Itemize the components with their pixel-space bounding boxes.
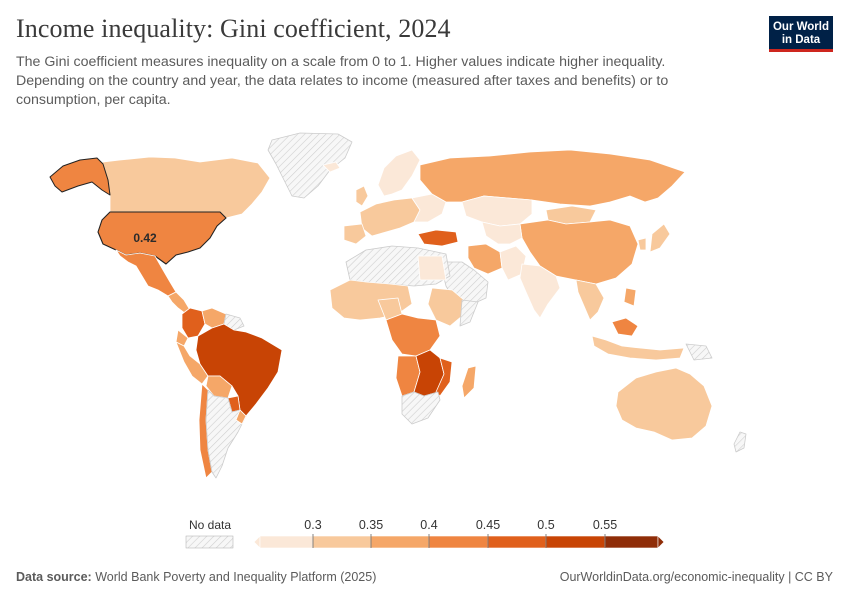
country-egypt[interactable]	[417, 255, 447, 281]
country-argentina[interactable]	[205, 389, 247, 479]
legend-tick-label: 0.55	[593, 518, 617, 532]
country-iberia[interactable]	[343, 223, 367, 245]
legend-no-data-label: No data	[189, 518, 231, 532]
country-united-kingdom[interactable]	[355, 185, 369, 207]
country-iran[interactable]	[467, 243, 503, 275]
country-madagascar[interactable]	[461, 365, 477, 399]
country-canada[interactable]	[94, 156, 271, 219]
data-source: Data source: World Bank Poverty and Ineq…	[16, 570, 376, 584]
legend-bin-5	[545, 535, 606, 549]
data-source-label: Data source:	[16, 570, 92, 584]
country-south-africa[interactable]	[401, 391, 441, 425]
chart-subtitle: The Gini coefficient measures inequality…	[16, 54, 669, 108]
country-papua-new-guinea[interactable]	[685, 343, 713, 361]
country-alaska[interactable]	[49, 157, 111, 196]
country-india[interactable]	[519, 263, 561, 319]
region-southeast-asia[interactable]	[575, 279, 605, 321]
country-russia[interactable]	[419, 149, 686, 207]
region-east-africa[interactable]	[427, 287, 465, 327]
legend-bin-3	[428, 535, 489, 549]
legend-bin-1	[312, 535, 372, 549]
country-greenland[interactable]	[267, 132, 353, 199]
country-turkey[interactable]	[417, 229, 459, 247]
country-uruguay[interactable]	[235, 409, 247, 425]
country-australia[interactable]	[615, 367, 713, 441]
region-central-asia[interactable]	[481, 221, 523, 245]
logo-line-2: in Data	[781, 34, 821, 46]
legend-bin-arrow-high	[657, 535, 665, 549]
legend-tick-label: 0.4	[420, 518, 437, 532]
country-colombia[interactable]	[181, 307, 206, 339]
region-guianas[interactable]	[223, 313, 245, 331]
legend-tick-label: 0.3	[304, 518, 321, 532]
legend-bin-arrow-low	[253, 535, 261, 549]
country-united-states[interactable]	[97, 211, 227, 265]
country-china[interactable]	[519, 219, 639, 285]
country-philippines[interactable]	[623, 287, 637, 307]
country-japan[interactable]	[649, 223, 671, 253]
data-source-text: World Bank Poverty and Inequality Platfo…	[95, 570, 377, 584]
source-link[interactable]: OurWorldinData.org/economic-inequality |…	[559, 570, 833, 584]
legend-tick-label: 0.35	[359, 518, 383, 532]
legend-bin-4	[487, 535, 547, 549]
country-malaysia[interactable]	[611, 317, 639, 337]
legend-bins	[253, 535, 665, 549]
country-mozambique[interactable]	[435, 357, 453, 397]
country-south-korea[interactable]	[637, 237, 647, 251]
country-new-zealand[interactable]	[733, 431, 747, 453]
legend-tick-label: 0.45	[476, 518, 500, 532]
logo-line-1: Our World	[772, 21, 829, 33]
region-scandinavia[interactable]	[377, 149, 421, 197]
color-legend: No data 0.3 0.35 0.4 0.45 0.5 0.55	[185, 518, 665, 549]
map-highlight-value: 0.42	[133, 231, 157, 245]
legend-bin-0	[259, 535, 314, 549]
legend-no-data-swatch	[185, 535, 234, 549]
region-horn-of-africa[interactable]	[459, 299, 479, 327]
legend-bin-2	[370, 535, 430, 549]
world-map[interactable]: 0.42	[0, 125, 850, 505]
region-western-europe[interactable]	[359, 197, 421, 237]
region-central-africa[interactable]	[385, 313, 441, 357]
legend-tick-label: 0.5	[537, 518, 554, 532]
legend-bin-6	[604, 535, 659, 549]
owid-logo[interactable]: Our World in Data	[769, 16, 833, 52]
country-iceland[interactable]	[322, 161, 341, 173]
chart-title: Income inequality: Gini coefficient, 202…	[16, 14, 451, 43]
country-kazakhstan[interactable]	[461, 195, 533, 227]
country-indonesia[interactable]	[591, 335, 685, 361]
